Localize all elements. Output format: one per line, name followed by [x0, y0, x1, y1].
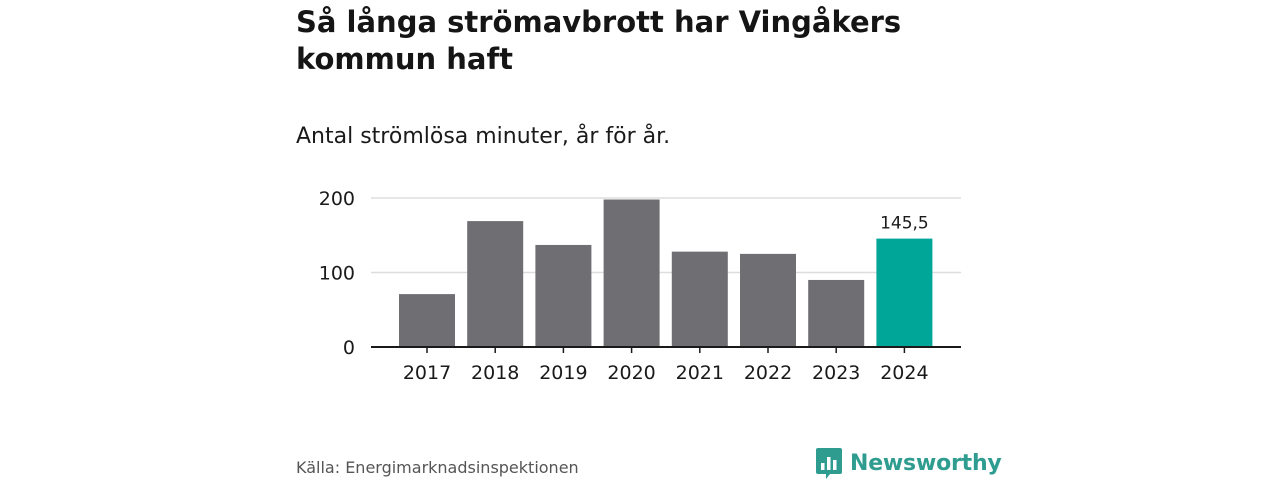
bar-2020 — [603, 199, 660, 347]
x-tick-label: 2021 — [676, 362, 724, 384]
bar-2019 — [535, 244, 592, 347]
x-tick-label: 2022 — [744, 362, 792, 384]
bar-2022 — [740, 253, 796, 347]
brand-logo: Newsworthy — [815, 446, 1002, 480]
y-tick-label: 100 — [319, 263, 355, 285]
brand-name: Newsworthy — [850, 450, 1002, 476]
chart-subtitle: Antal strömlösa minuter, år för år. — [296, 124, 671, 149]
y-tick-label: 0 — [343, 337, 355, 359]
newsworthy-logo-icon — [816, 448, 842, 479]
bar-chart: 0 100 200 2017 2018 2019 2020 2021 2022 2023 2024 1… — [319, 188, 961, 384]
x-tick-label: 2019 — [539, 362, 587, 384]
data-label: 145,5 — [880, 214, 929, 234]
bar-2024 — [876, 238, 933, 347]
x-tick-label: 2020 — [607, 362, 655, 384]
x-tick-label: 2017 — [403, 362, 451, 384]
x-tick-label: 2024 — [880, 362, 928, 384]
x-tick-label: 2018 — [471, 362, 519, 384]
source-note: Källa: Energimarknadsinspektionen — [296, 458, 579, 477]
bar-2021 — [671, 251, 728, 347]
chart-title: Så långa strömavbrott har Vingåkers komm… — [296, 5, 902, 76]
bar-2023 — [808, 279, 865, 347]
y-tick-label: 200 — [319, 188, 355, 210]
x-tick-label: 2023 — [812, 362, 860, 384]
bar-2018 — [467, 221, 524, 347]
bar-2017 — [399, 294, 455, 347]
